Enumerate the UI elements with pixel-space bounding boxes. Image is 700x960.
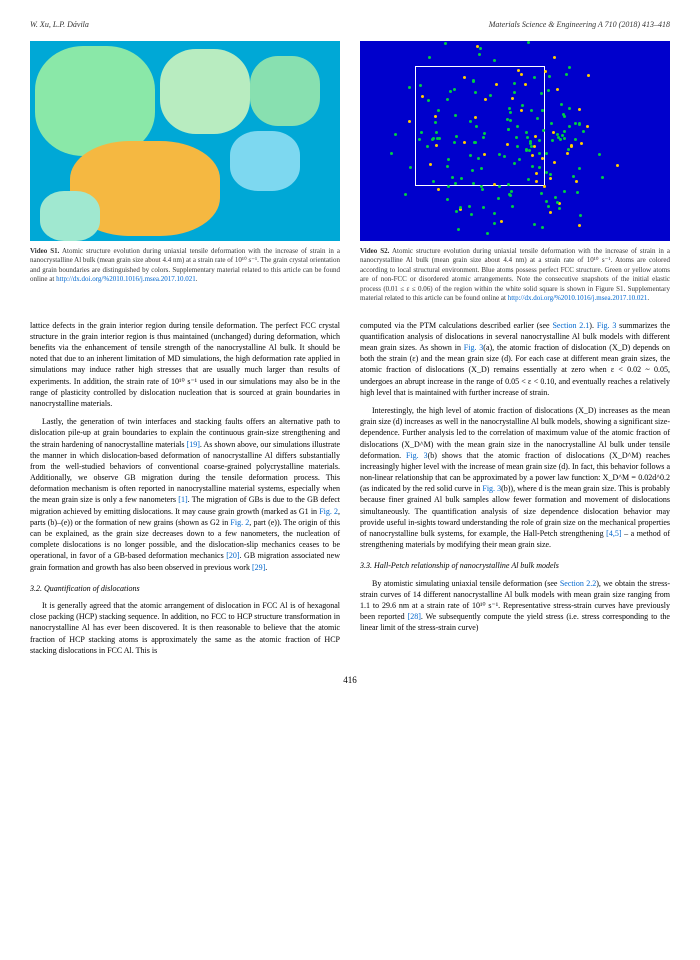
column-right: computed via the PTM calculations descri… xyxy=(360,320,670,663)
citation[interactable]: [20] xyxy=(226,551,239,560)
body-columns: lattice defects in the grain interior re… xyxy=(30,320,670,663)
figure-s1-image xyxy=(30,41,340,241)
para: computed via the PTM calculations descri… xyxy=(360,320,670,398)
citation[interactable]: [1] xyxy=(178,495,187,504)
fig-ref[interactable]: Fig. 3 xyxy=(597,321,617,330)
fig-ref[interactable]: Fig. 3 xyxy=(406,451,428,460)
page-number: 416 xyxy=(30,675,670,685)
fig-ref[interactable]: Fig. 3 xyxy=(482,484,501,493)
column-left: lattice defects in the grain interior re… xyxy=(30,320,340,663)
caption-end: . xyxy=(196,275,198,283)
figures-row: Video S1. Atomic structure evolution dur… xyxy=(30,41,670,304)
fig-ref[interactable]: Fig. 2 xyxy=(319,507,338,516)
fig-ref[interactable]: Fig. 3 xyxy=(464,343,484,352)
para: By atomistic simulating uniaxial tensile… xyxy=(360,578,670,634)
figure-s2: Video S2. Atomic structure evolution dur… xyxy=(360,41,670,304)
citation[interactable]: [29] xyxy=(252,563,265,572)
caption-label: Video S1. xyxy=(30,247,59,255)
sec-ref[interactable]: Section 2.2 xyxy=(560,579,596,588)
page-header: W. Xu, L.P. Dávila Materials Science & E… xyxy=(30,20,670,29)
para: It is generally agreed that the atomic a… xyxy=(30,600,340,656)
figure-s1: Video S1. Atomic structure evolution dur… xyxy=(30,41,340,304)
sec-ref[interactable]: Section 2.1 xyxy=(552,321,589,330)
para: Lastly, the generation of twin interface… xyxy=(30,416,340,573)
citation[interactable]: [28] xyxy=(408,612,421,621)
para: lattice defects in the grain interior re… xyxy=(30,320,340,410)
figure-s1-caption: Video S1. Atomic structure evolution dur… xyxy=(30,247,340,285)
fig-ref[interactable]: Fig. 2 xyxy=(230,518,249,527)
authors: W. Xu, L.P. Dávila xyxy=(30,20,89,29)
caption-label: Video S2. xyxy=(360,247,389,255)
citation[interactable]: [4,5] xyxy=(606,529,621,538)
caption-link[interactable]: http://dx.doi.org/%2010.1016/j.msea.2017… xyxy=(508,294,648,302)
section-heading-3-3: 3.3. Hall-Petch relationship of nanocrys… xyxy=(360,560,670,571)
figure-s2-caption: Video S2. Atomic structure evolution dur… xyxy=(360,247,670,304)
citation[interactable]: [19] xyxy=(187,440,200,449)
figure-s2-image xyxy=(360,41,670,241)
section-heading-3-2: 3.2. Quantification of dislocations xyxy=(30,583,340,594)
caption-link[interactable]: http://dx.doi.org/%2010.1016/j.msea.2017… xyxy=(56,275,196,283)
para: Interestingly, the high level of atomic … xyxy=(360,405,670,550)
caption-end: . xyxy=(647,294,649,302)
journal-ref: Materials Science & Engineering A 710 (2… xyxy=(489,20,670,29)
